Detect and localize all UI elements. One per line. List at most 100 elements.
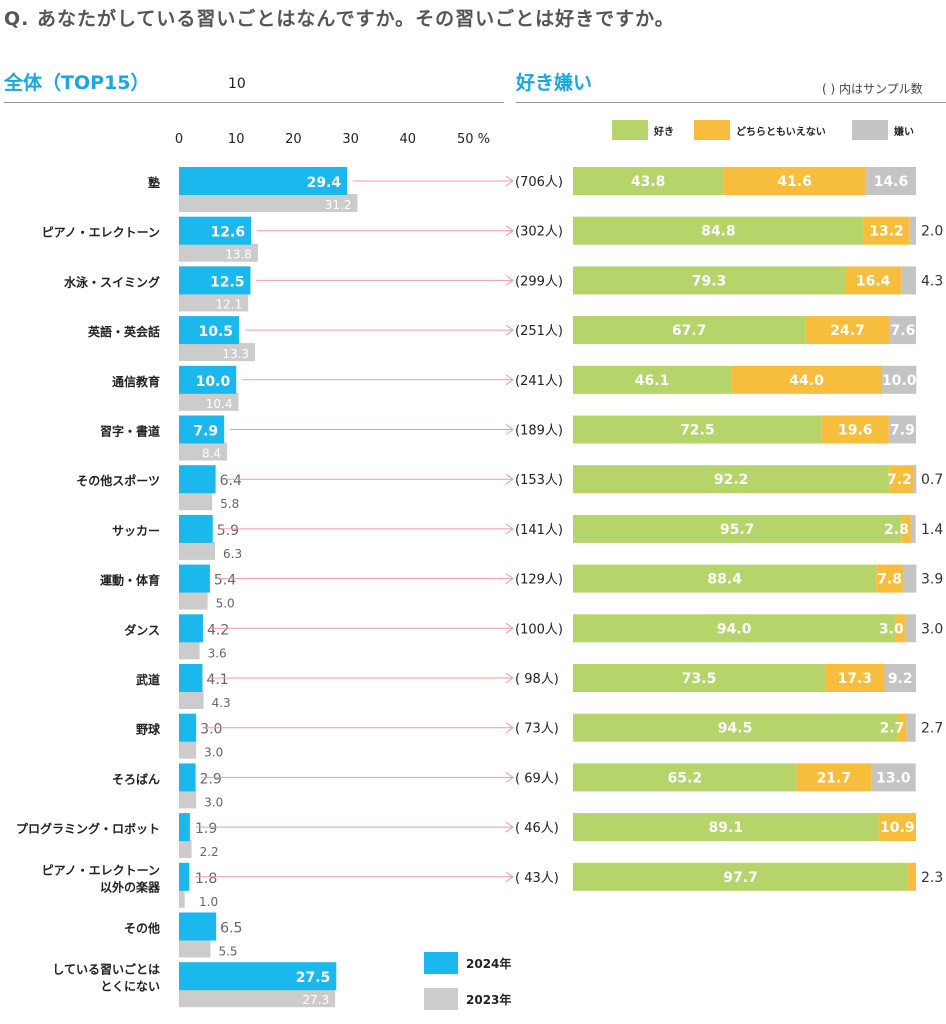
stack-segment-dislike	[888, 415, 916, 444]
connector-arrow	[505, 374, 514, 386]
stack-segment-like	[573, 763, 797, 792]
connector-arrow	[505, 573, 514, 585]
stack-value-label: 13.0	[876, 770, 911, 786]
stack-segment-neutral	[796, 763, 872, 792]
value-label-2023: 2.2	[200, 845, 219, 859]
category-label: ダンス	[124, 622, 160, 637]
bar-2023	[179, 392, 239, 411]
bar-2024	[179, 962, 337, 991]
right-panel-title: 好き嫌い	[516, 72, 593, 94]
category-label: その他	[124, 921, 160, 936]
legend-label: どちらともいえない	[736, 125, 826, 138]
value-label-2023: 4.3	[212, 696, 231, 710]
stack-value-label: 9.2	[888, 671, 913, 687]
category-label: 野球	[136, 722, 161, 737]
category-label: プログラミング・ロボット	[16, 821, 160, 836]
bar-2023	[179, 541, 216, 560]
x-tick-label: 40	[400, 132, 417, 147]
stack-segment-like	[573, 514, 902, 543]
stack-value-label: 79.3	[692, 273, 727, 289]
bar-2024	[179, 167, 348, 195]
value-label-2023: 6.3	[223, 547, 242, 561]
x-tick-label: 30	[342, 132, 359, 147]
category-label: 塾	[148, 175, 160, 190]
bar-2023	[179, 691, 204, 709]
stack-segment-like	[573, 664, 826, 692]
connector-arrow	[505, 871, 514, 883]
bar-2023	[179, 343, 256, 362]
stack-segment-like	[573, 862, 909, 891]
stack-value-label: 89.1	[709, 820, 744, 836]
connector-arrow	[505, 622, 514, 634]
sample-size-label: (189人)	[515, 424, 563, 439]
category-label: 習字・書道	[100, 424, 160, 439]
bar-2024	[179, 266, 251, 295]
stack-value-label: 7.8	[877, 572, 902, 588]
stack-value-label: 1.4	[921, 522, 943, 538]
bar-2024	[179, 514, 213, 543]
stack-segment-neutral	[723, 167, 866, 195]
legend-label: 嫌い	[893, 125, 914, 138]
sample-size-label: (141人)	[515, 523, 563, 538]
value-label-2024: 1.9	[195, 821, 217, 837]
stack-segment-neutral	[821, 415, 889, 444]
bar-2023	[179, 939, 211, 958]
stack-segment-neutral	[844, 266, 902, 295]
value-label-2024: 12.6	[211, 225, 246, 241]
connector-arrow	[505, 274, 514, 286]
bar-2023	[179, 243, 258, 262]
connector-arrow	[505, 175, 514, 187]
stack-value-label: 2.7	[921, 721, 943, 737]
question-text: Q. あなたがしている習いごとはなんですか。その習いごとは好きですか。	[4, 8, 675, 30]
category-label: 水泳・スイミング	[64, 274, 160, 289]
left-panel-title: 全体（TOP15）	[4, 72, 150, 94]
category-label: とくにない	[100, 980, 160, 994]
stack-segment-dislike	[909, 216, 916, 245]
bar-2023	[179, 840, 192, 859]
stack-value-label: 10.0	[882, 373, 917, 389]
value-label-2024: 1.8	[195, 871, 217, 887]
sample-size-label: (153人)	[515, 473, 563, 488]
value-label-2024: 12.5	[210, 274, 245, 290]
stack-value-label: 2.8	[884, 522, 909, 538]
sample-size-note: ( ) 内はサンプル数	[822, 82, 923, 96]
value-label-2023: 5.5	[218, 945, 237, 959]
value-label-2023: 10.4	[206, 397, 233, 411]
bar-2023	[179, 293, 249, 312]
stack-value-label: 73.5	[682, 671, 717, 687]
category-label: している習いごとは	[52, 962, 160, 977]
category-label: 通信教育	[112, 374, 160, 389]
stack-value-label: 94.5	[718, 721, 753, 737]
bar-2023	[179, 790, 197, 809]
category-label: 英語・英会話	[88, 324, 160, 339]
bar-2024	[179, 763, 196, 792]
bar-2024	[179, 365, 237, 394]
stack-value-label: 2.3	[921, 870, 943, 886]
stack-value-label: 72.5	[680, 423, 715, 439]
stack-value-label: 13.2	[869, 224, 904, 240]
category-label: 以外の楽器	[100, 879, 161, 894]
stack-value-label: 84.8	[701, 224, 736, 240]
category-label: ピアノ・エレクトーン	[42, 863, 160, 877]
right-title-rule	[516, 102, 946, 103]
sample-size-label: (706人)	[515, 175, 563, 190]
stack-segment-dislike	[913, 465, 917, 494]
value-label-2024: 4.2	[207, 622, 229, 638]
stack-segment-dislike	[871, 763, 916, 792]
stack-segment-neutral	[731, 365, 883, 394]
stack-value-label: 92.2	[714, 472, 749, 488]
x-tick-label: 10	[228, 132, 245, 147]
stack-value-label: 16.4	[856, 273, 891, 289]
stack-value-label: 43.8	[631, 174, 666, 190]
stack-segment-neutral	[895, 614, 906, 643]
stack-segment-like	[573, 415, 822, 444]
bar-2023	[179, 591, 208, 610]
category-label: 武道	[136, 672, 160, 687]
bar-2023	[179, 492, 213, 511]
x-tick-label: 20	[285, 132, 302, 147]
stack-value-label: 3.0	[921, 621, 943, 637]
bar-2023	[179, 194, 358, 212]
bar-2023	[179, 989, 336, 1008]
connector-arrow	[505, 523, 514, 535]
stack-value-label: 95.7	[720, 522, 755, 538]
